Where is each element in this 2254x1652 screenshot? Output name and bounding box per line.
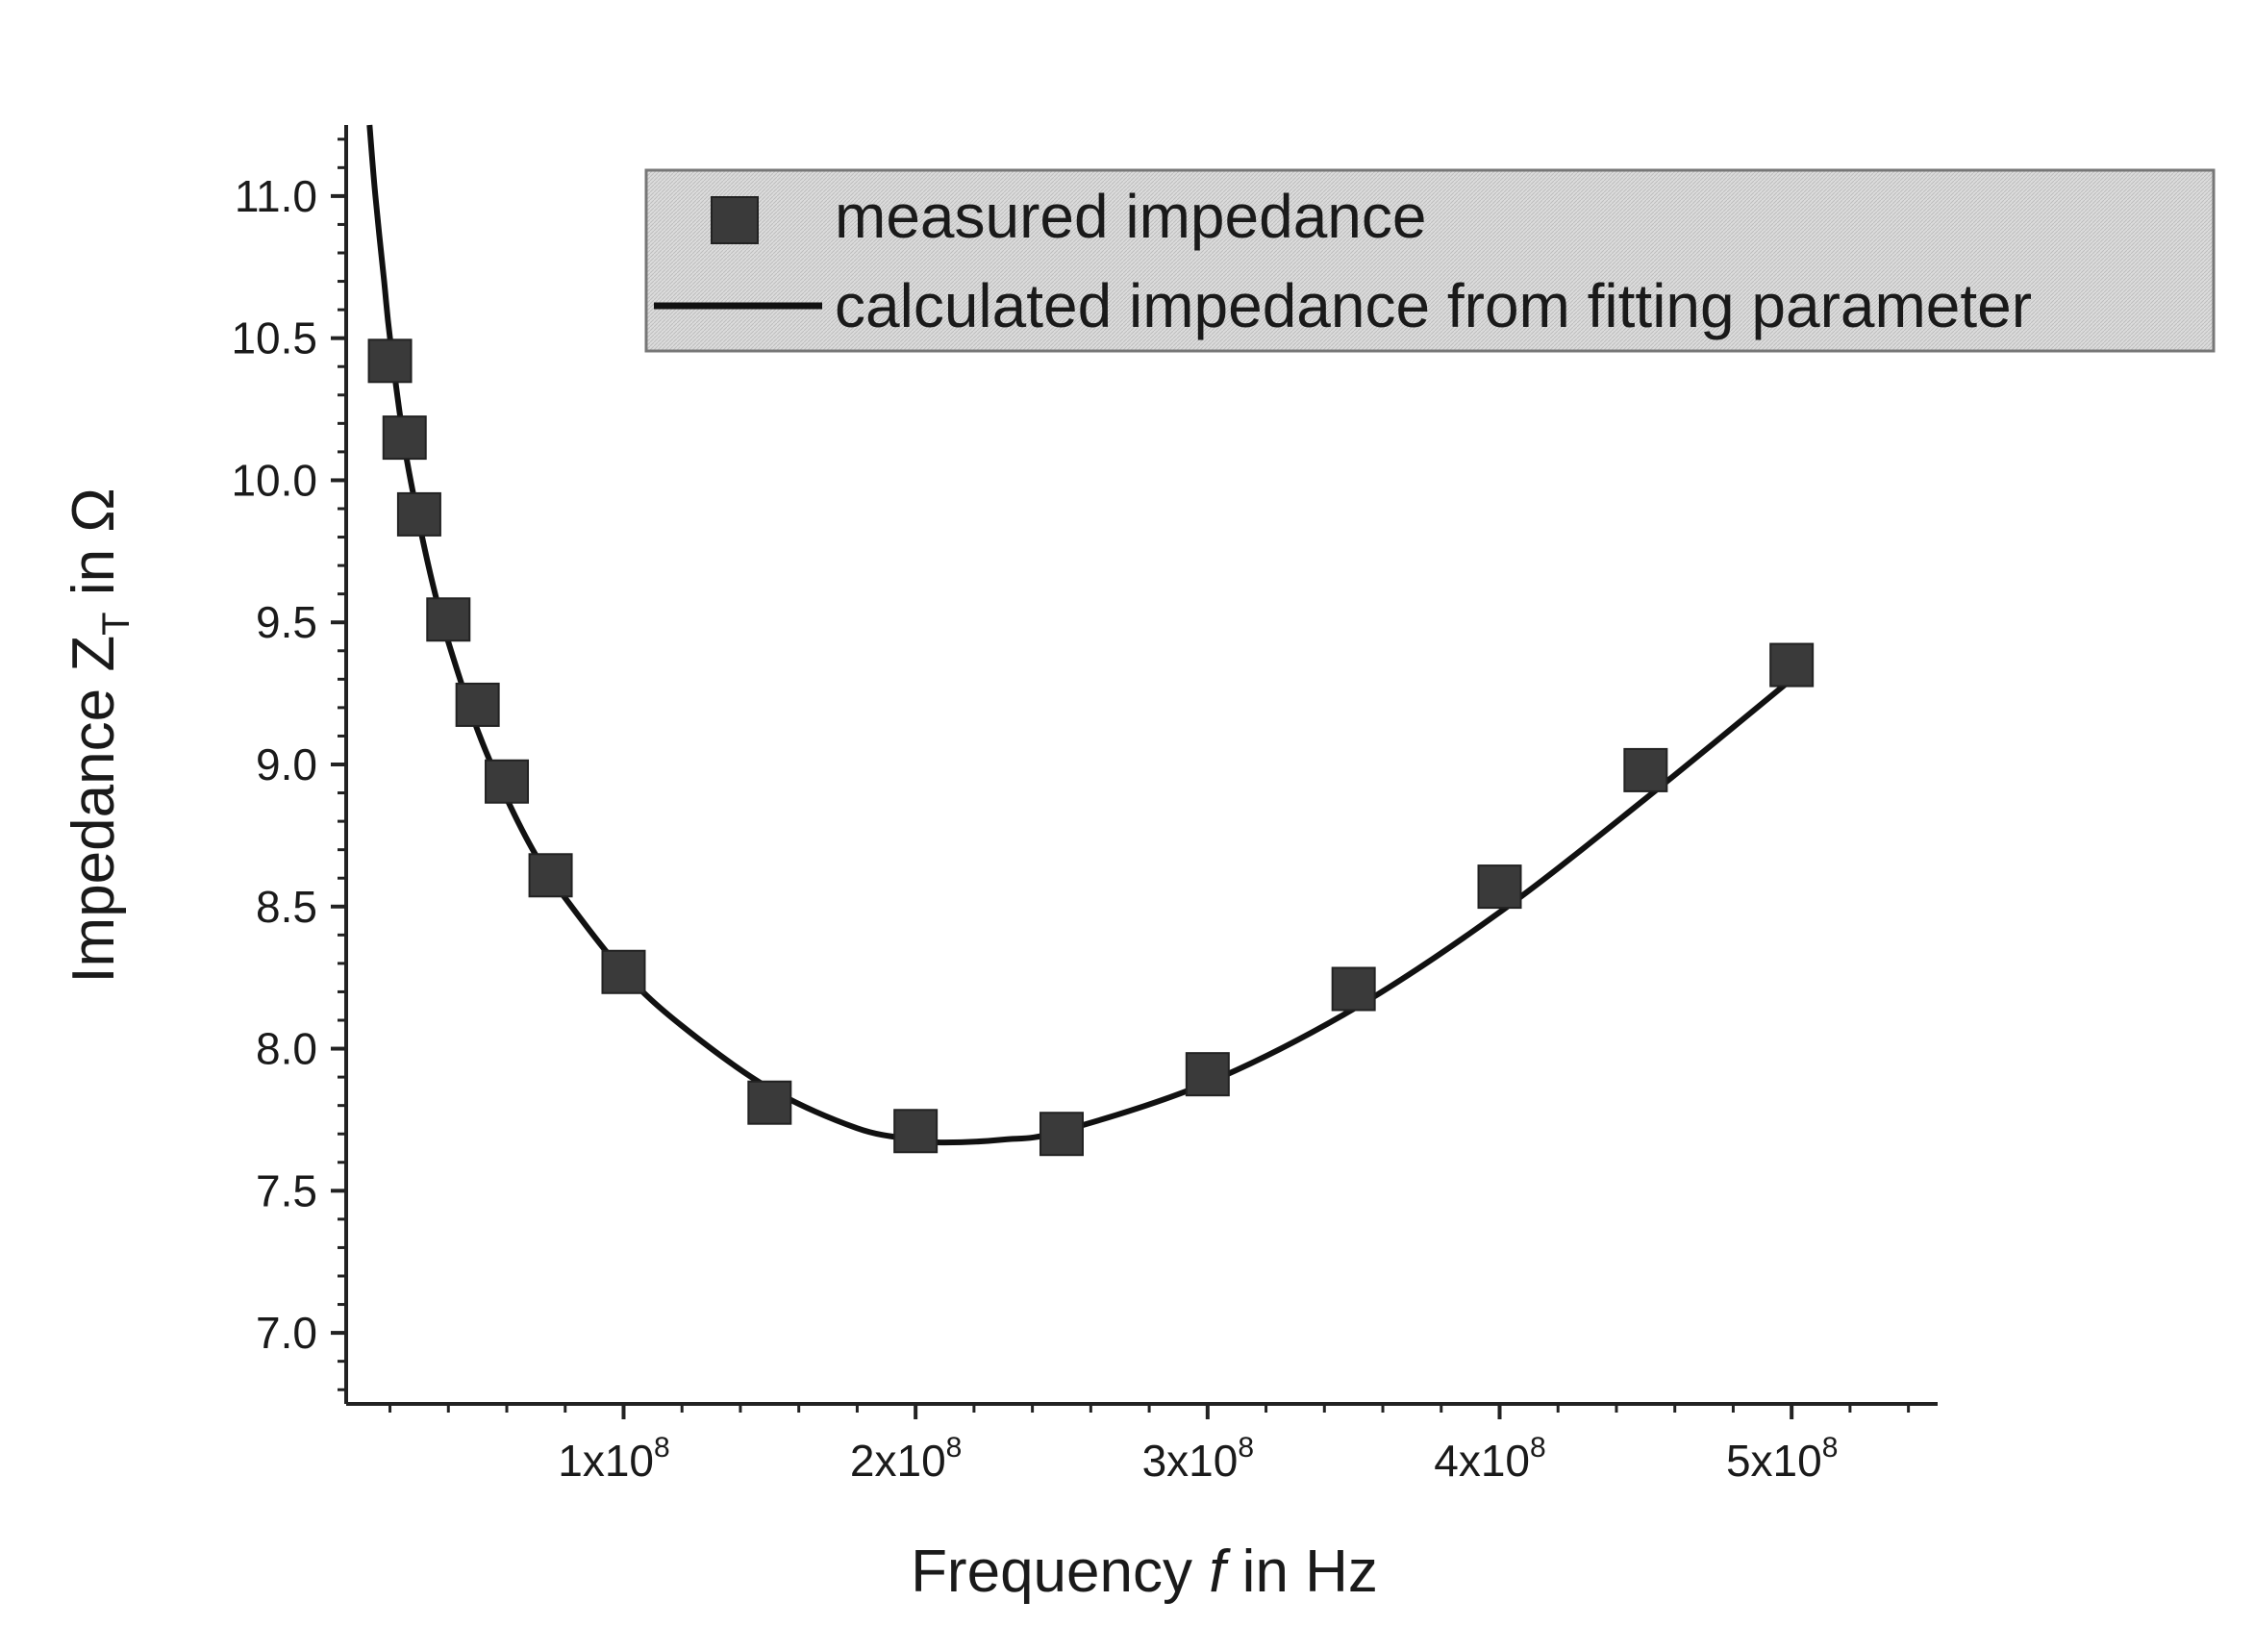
x-tick-label: 2x108 (850, 1432, 962, 1486)
x-axis-title-suffix: in Hz (1225, 1539, 1377, 1605)
y-tick-label: 10.0 (231, 455, 317, 505)
x-ticks: 1x108 2x108 3x108 4x108 5x108 (388, 1404, 1911, 1486)
x-axis-title-prefix: Frequency (911, 1539, 1209, 1605)
y-tick-label: 11.0 (235, 171, 317, 221)
x-tick-exponent: 8 (1530, 1432, 1546, 1464)
x-tick-exponent: 8 (654, 1432, 670, 1464)
legend-label-calculated: calculated impedance from fitting parame… (835, 271, 2032, 340)
y-tick-label: 10.5 (231, 313, 317, 363)
y-tick-label: 7.0 (256, 1308, 317, 1358)
data-point (747, 1080, 792, 1125)
y-axis-title-prefix: Impedance Z (61, 636, 127, 984)
x-tick-mantissa: 3x10 (1142, 1436, 1239, 1486)
x-tick-mantissa: 2x10 (850, 1436, 946, 1486)
data-point (1623, 747, 1668, 792)
data-point (528, 853, 573, 898)
data-point (485, 759, 530, 804)
x-axis-title: Frequency f in Hz (911, 1539, 1378, 1605)
x-tick-mantissa: 4x10 (1434, 1436, 1530, 1486)
y-axis-title-suffix: in Ω (61, 488, 127, 612)
scatter-layer (367, 338, 1815, 1157)
x-tick-exponent: 8 (1238, 1432, 1254, 1464)
data-point (455, 682, 500, 727)
x-tick-label: 4x108 (1434, 1432, 1545, 1486)
y-tick-label: 9.5 (256, 597, 317, 647)
y-tick-label: 8.0 (256, 1024, 317, 1074)
legend: measured impedance calculated impedance … (644, 168, 2216, 353)
data-point (426, 597, 471, 642)
x-tick-mantissa: 1x10 (558, 1436, 654, 1486)
y-axis-title-subscript: T (95, 612, 138, 635)
data-point (367, 338, 413, 384)
data-point (1185, 1052, 1230, 1097)
y-tick-label: 8.5 (256, 882, 317, 932)
x-tick-exponent: 8 (1822, 1432, 1839, 1464)
y-ticks: 7.0 7.5 8.0 8.5 9.0 9.5 10.0 10.5 11.0 (231, 138, 346, 1391)
data-point (893, 1109, 939, 1154)
data-point (382, 415, 427, 461)
x-tick-exponent: 8 (946, 1432, 963, 1464)
legend-marker-square (711, 196, 759, 244)
legend-box (644, 168, 2216, 353)
data-point (1331, 966, 1376, 1012)
data-point (1477, 864, 1522, 910)
legend-label-measured: measured impedance (835, 182, 1426, 251)
x-tick-label: 1x108 (558, 1432, 669, 1486)
x-tick-label: 3x108 (1142, 1432, 1254, 1486)
y-axis-title: Impedance ZT in Ω (61, 488, 138, 983)
data-point (1769, 642, 1815, 688)
y-tick-label: 7.5 (256, 1165, 317, 1215)
x-tick-label: 5x108 (1726, 1432, 1838, 1486)
x-tick-mantissa: 5x10 (1726, 1436, 1822, 1486)
data-point (601, 949, 646, 994)
y-tick-label: 9.0 (256, 739, 317, 789)
data-point (1039, 1112, 1084, 1157)
data-point (396, 491, 441, 537)
